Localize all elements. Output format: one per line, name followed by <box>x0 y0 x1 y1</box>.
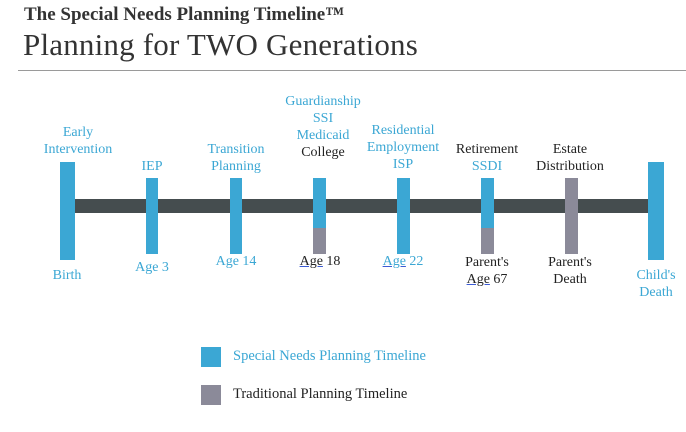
legend-swatch-traditional <box>201 385 221 405</box>
label-childs-death: Child's Death <box>636 268 676 300</box>
page-title: Planning for TWO Generations <box>23 27 419 62</box>
label-iep: IEP <box>141 159 163 174</box>
label-retirement-ssdi: Retirement SSDI <box>455 142 519 174</box>
post-age-22 <box>397 178 410 254</box>
post-age-18-traditional <box>313 228 326 254</box>
label-age-18: Age 18 <box>299 254 341 269</box>
label-parents-death: Parent's Death <box>548 255 592 287</box>
legend-label-traditional: Traditional Planning Timeline <box>233 386 408 402</box>
label-birth: Birth <box>52 268 82 283</box>
post-age-67-traditional <box>481 228 494 254</box>
label-transition-planning: Transition Planning <box>207 142 265 174</box>
legend-swatch-special-needs <box>201 347 221 367</box>
label-age-14: Age 14 <box>215 254 257 269</box>
post-age-3 <box>146 178 158 254</box>
label-age-3: Age 3 <box>135 260 169 275</box>
post-age-18 <box>313 178 326 228</box>
timeline-bar <box>62 199 650 213</box>
header-divider <box>18 70 686 71</box>
label-residential-employment-isp: Residential Employment ISP <box>366 123 440 172</box>
post-age-14 <box>230 178 242 254</box>
post-age-67 <box>481 178 494 228</box>
label-parents-age-67: Parent's Age 67 <box>465 255 509 287</box>
label-estate-distribution: Estate Distribution <box>536 142 604 174</box>
label-guardianship-ssi-medicaid: Guardianship SSI Medicaid College <box>285 94 361 160</box>
post-childs-death <box>648 162 664 260</box>
label-early-intervention: Early Intervention <box>43 125 113 157</box>
post-parents-death <box>565 178 578 254</box>
post-birth <box>60 162 75 260</box>
header-subtitle: The Special Needs Planning Timeline™ <box>24 4 345 25</box>
legend-label-special-needs: Special Needs Planning Timeline <box>233 348 426 364</box>
label-age-22: Age 22 <box>382 254 424 269</box>
